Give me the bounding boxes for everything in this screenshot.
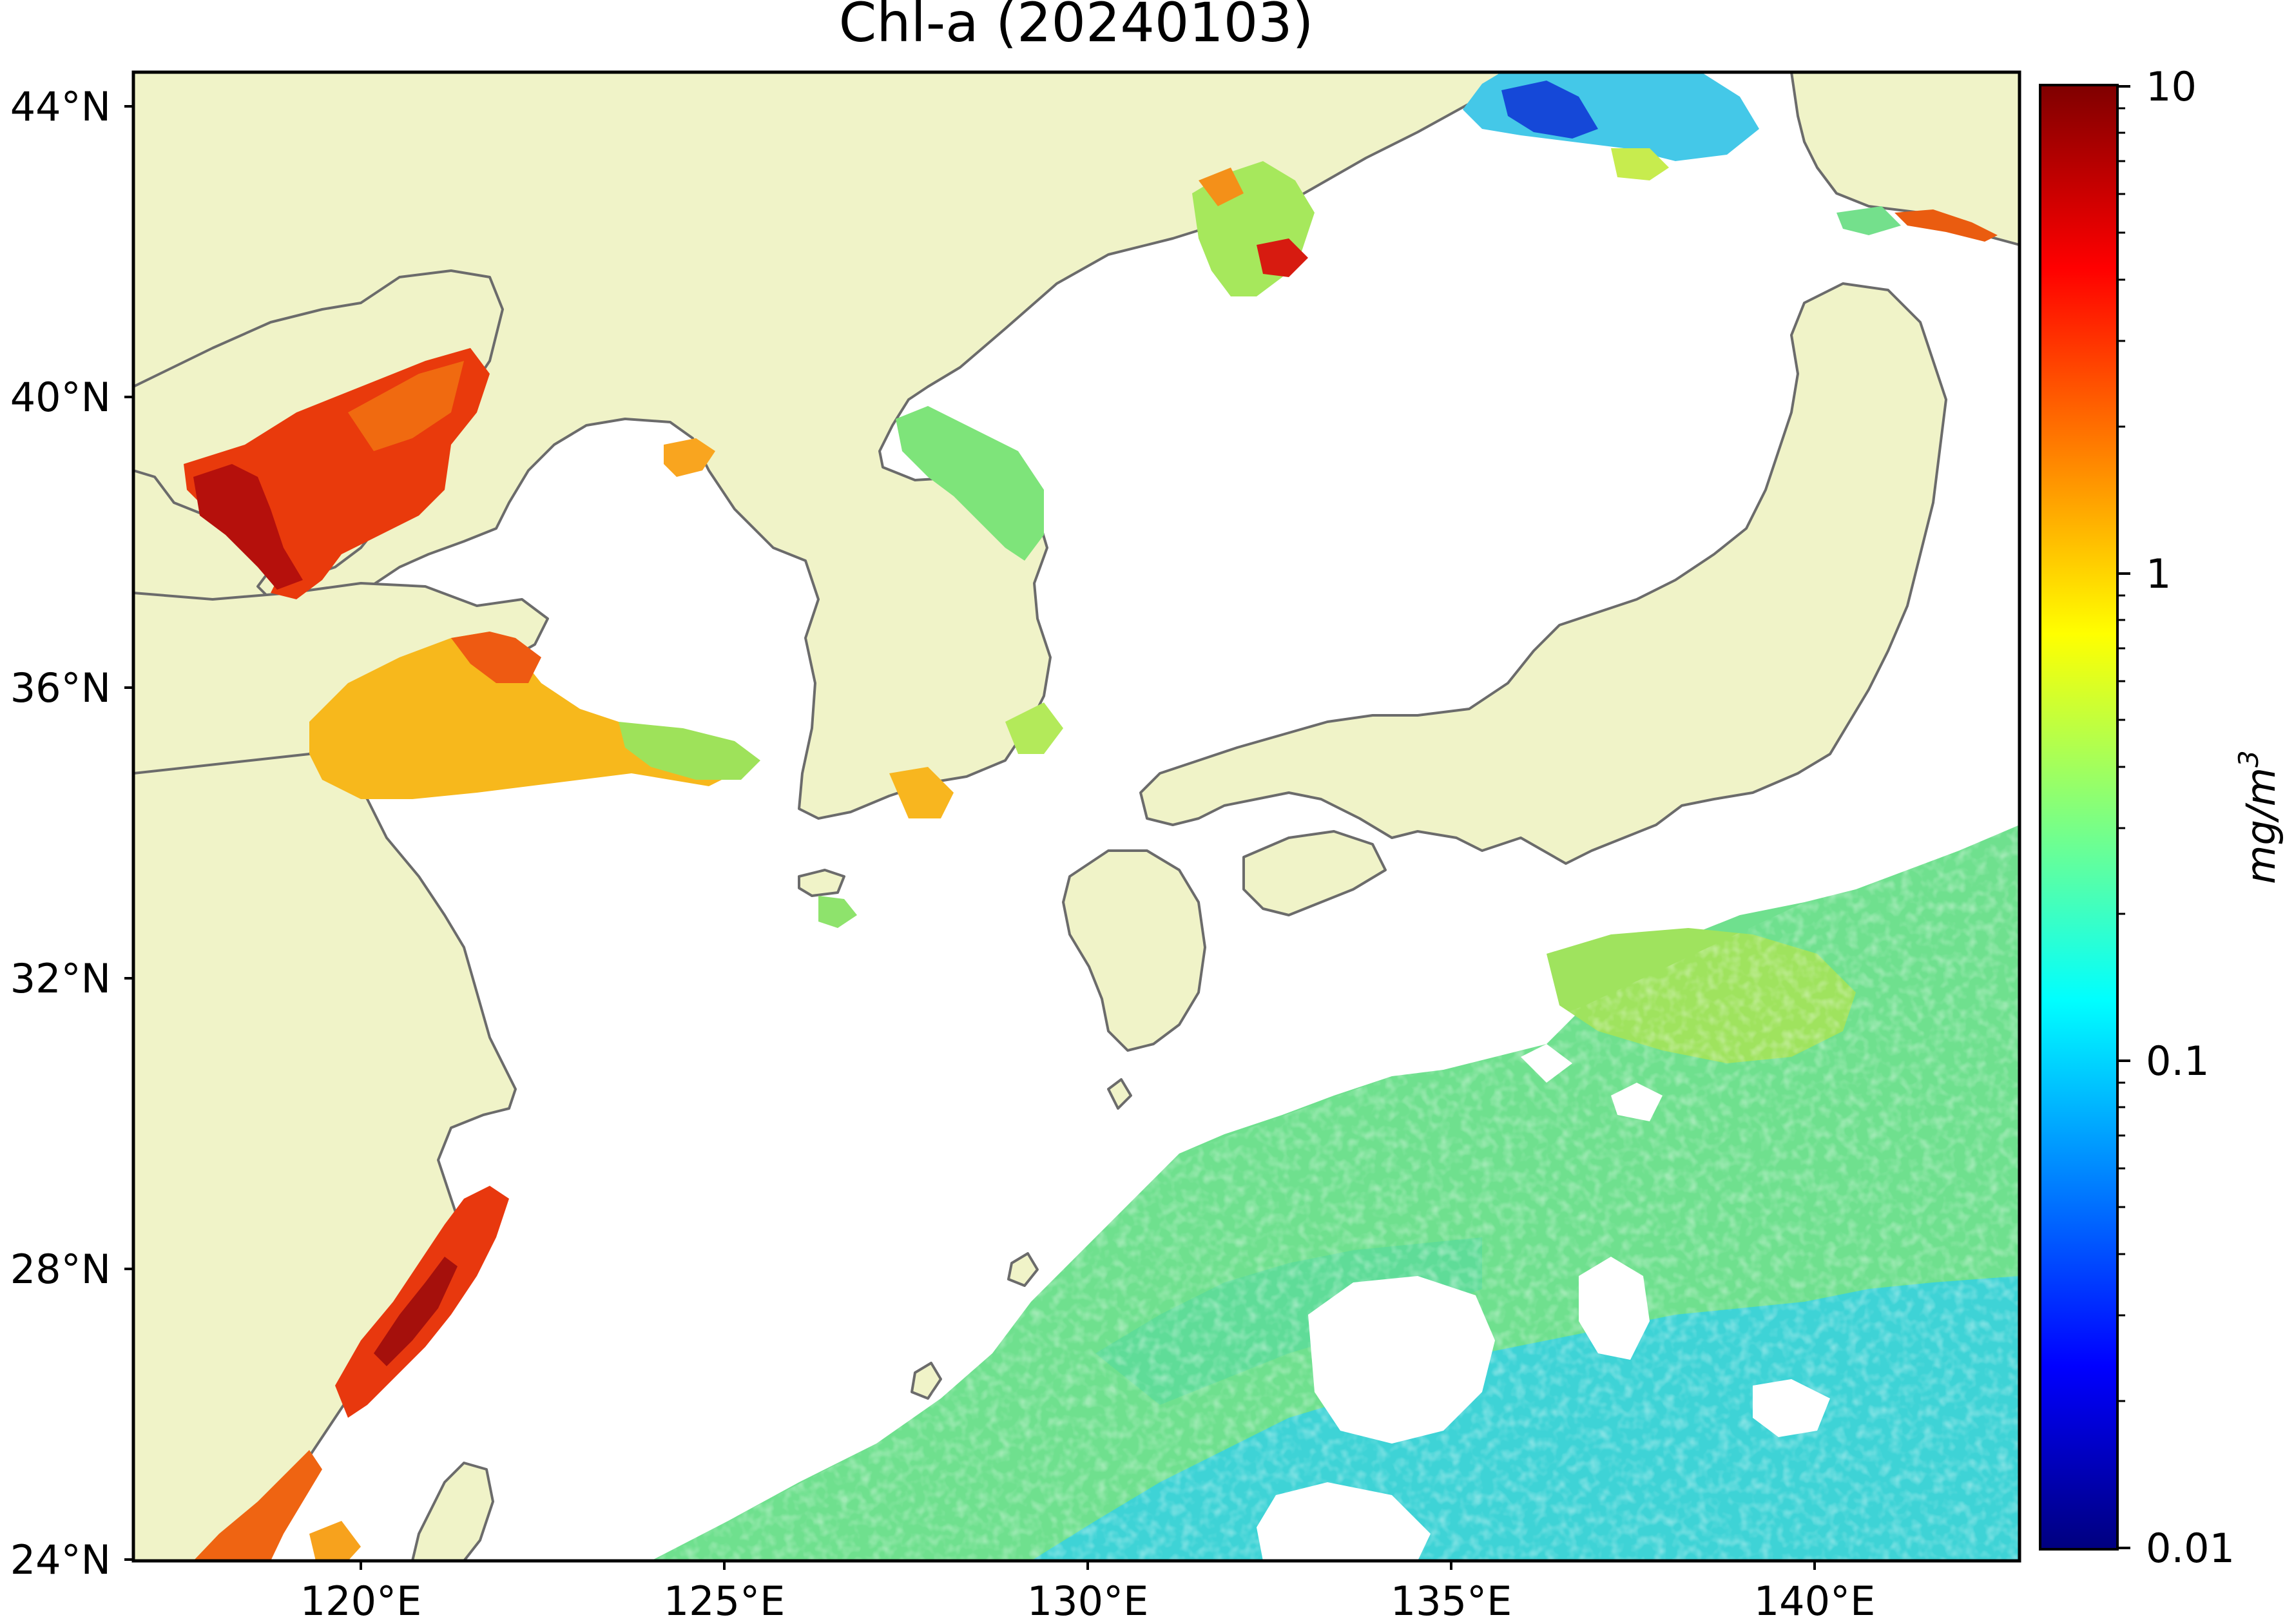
lat-label-32: 32°N: [10, 955, 111, 1002]
lon-label-130: 130°E: [1027, 1578, 1149, 1624]
chl-vladivostok-orange: [1199, 168, 1244, 206]
chl-taiwan-strait-patch: [309, 1521, 361, 1561]
chl-zhejiang-core: [374, 1257, 458, 1366]
chl-bohai-core: [193, 464, 303, 590]
chl-korea-south-patch: [889, 767, 954, 818]
colorbar-minor-ticks: [2117, 107, 2125, 1402]
chl-hokkaido-east-green: [1837, 206, 1901, 235]
lon-label-125: 125°E: [664, 1578, 786, 1624]
chl-hokkaido-west: [1611, 148, 1669, 180]
honshu-land: [1139, 282, 1947, 865]
chl-korea-east-patch: [896, 406, 1044, 561]
colorbar-unit-superscript: 3: [2233, 750, 2264, 768]
chl-korea-se-patch: [1005, 702, 1063, 754]
lat-label-24: 24°N: [10, 1536, 111, 1583]
colorbar-tick-0.01: 0.01: [2146, 1525, 2235, 1572]
lon-label-135: 135°E: [1391, 1578, 1512, 1624]
land-layer: [133, 72, 2020, 1561]
chl-vladivostok-red: [1257, 238, 1308, 277]
amami-land: [1007, 1252, 1039, 1287]
colorbar-unit-base: mg/m: [2237, 768, 2284, 884]
lon-label-140: 140°E: [1754, 1578, 1876, 1624]
colorbar: 10 1 0.1 0.01 mg/m3: [2039, 63, 2284, 1572]
chl-korea-west-patch: [664, 438, 715, 477]
taiwan-land: [411, 1462, 494, 1561]
colorbar-major-ticks: [2117, 85, 2130, 1549]
lon-axis: [360, 1561, 1816, 1570]
tanegashima-land: [1107, 1078, 1132, 1110]
colorbar-tick-0.1: 0.1: [2146, 1038, 2210, 1085]
shikoku-land: [1242, 830, 1387, 916]
chl-yellowsea-patch: [309, 632, 735, 799]
chl-japansea-blue: [1501, 81, 1598, 139]
okinawa-land: [911, 1362, 942, 1400]
map-panel: [133, 72, 2020, 1561]
hokkaido-land: [1790, 72, 2020, 246]
chl-yellowsea-red: [451, 632, 541, 683]
chl-fujian-patch: [193, 1450, 322, 1561]
chl-jeju-patch: [818, 896, 857, 928]
jeju-land: [798, 869, 845, 897]
lat-label-40: 40°N: [10, 374, 111, 421]
lat-axis: [124, 105, 133, 1561]
colorbar-gradient: [2039, 84, 2119, 1551]
chl-hokkaido-east-strip: [1895, 209, 1998, 242]
kyushu-land: [1062, 849, 1206, 1052]
lat-label-28: 28°N: [10, 1246, 111, 1293]
map-title: Chl-a (20240103): [839, 0, 1314, 54]
lat-label-44: 44°N: [10, 83, 111, 130]
chl-yellowsea-green: [619, 722, 760, 780]
mainland-land: [133, 72, 1503, 1561]
map-frame: [131, 70, 2021, 1563]
lat-label-36: 36°N: [10, 664, 111, 711]
colorbar-unit-label: mg/m3: [2233, 750, 2284, 884]
lon-label-120: 120°E: [300, 1578, 422, 1624]
chl-liaodong-bay: [348, 361, 464, 451]
colorbar-tick-1: 1: [2146, 550, 2171, 597]
colorbar-tick-10: 10: [2146, 63, 2197, 110]
chl-speckle-overlay: [651, 825, 2020, 1561]
